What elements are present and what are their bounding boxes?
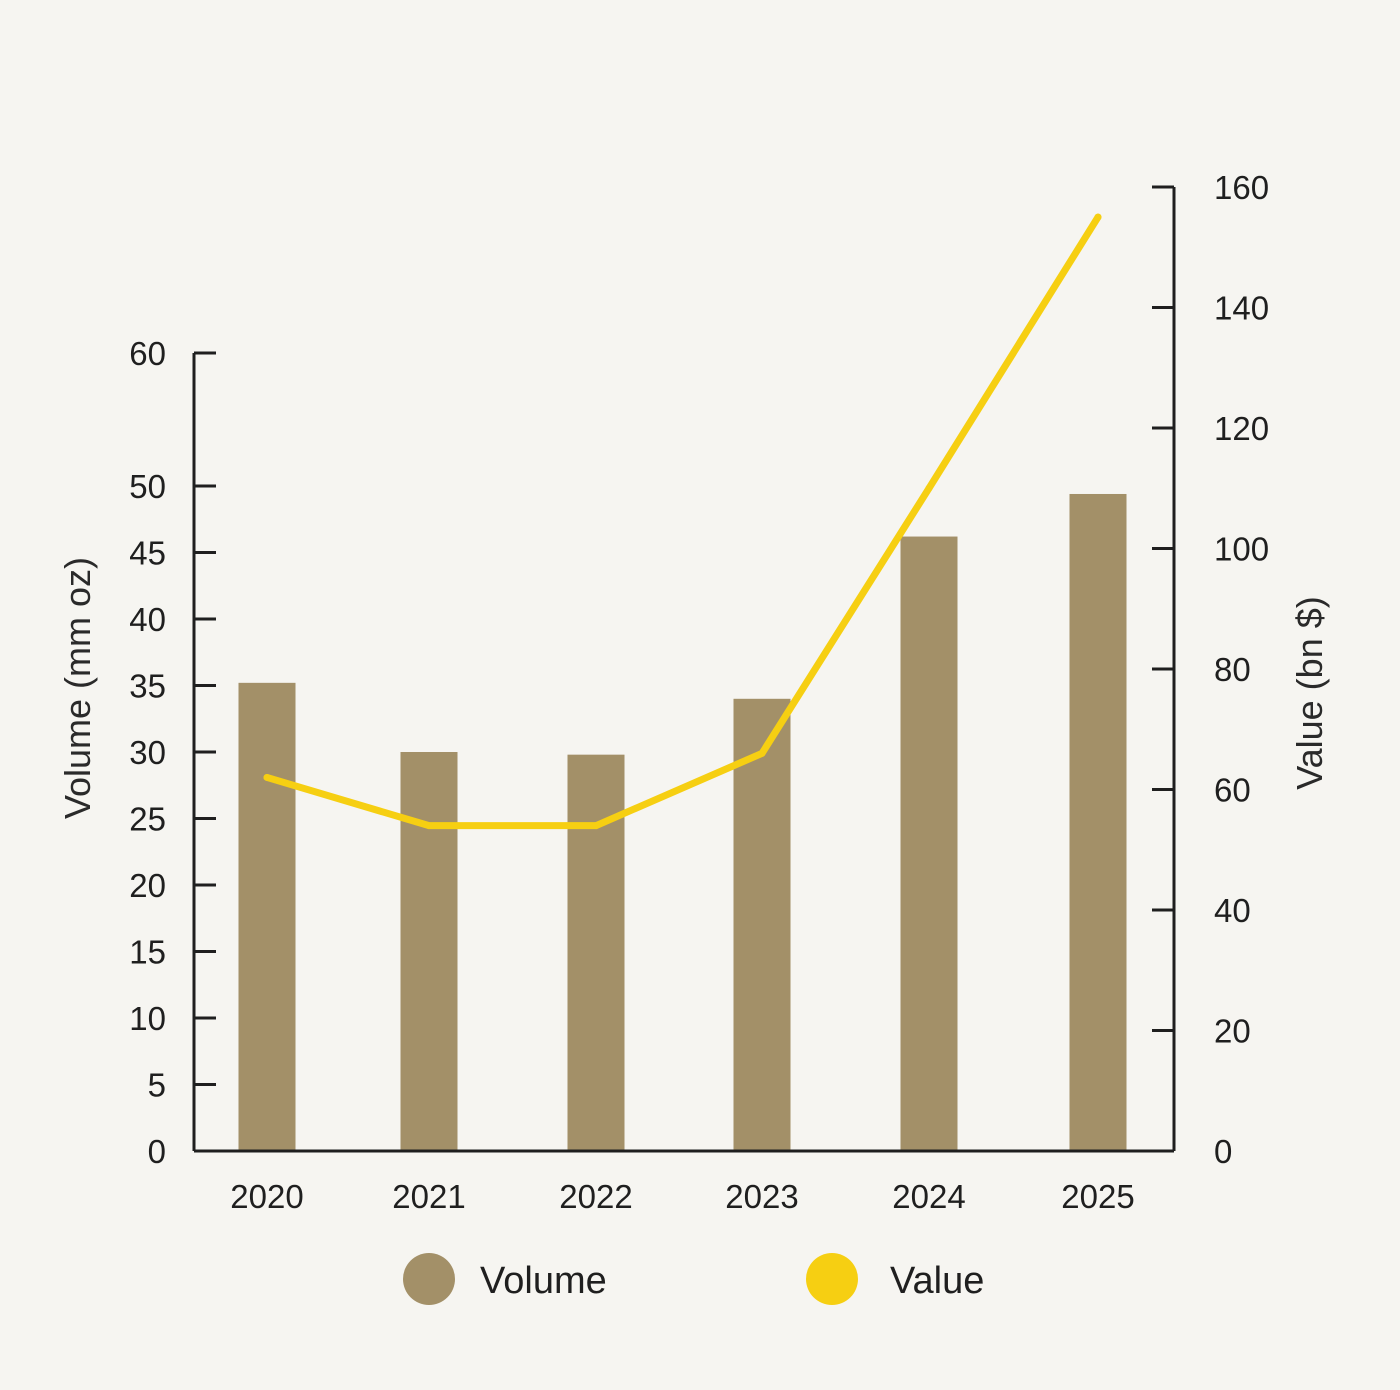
y-axis-title-right: Value (bn $) [1289, 596, 1330, 789]
axes-layer [192, 185, 1176, 1153]
x-tick-label: 2020 [230, 1178, 303, 1215]
value-point-2025 [1094, 213, 1102, 221]
x-tick-label: 2025 [1061, 1178, 1134, 1215]
left-tick-label: 15 [129, 934, 166, 971]
right-tick-label: 40 [1214, 892, 1251, 929]
left-tick-label: 25 [129, 801, 166, 838]
left-tick-label: 45 [129, 535, 166, 572]
bars-layer [238, 493, 1127, 1152]
x-tick-label: 2023 [725, 1178, 798, 1215]
legend-swatch-volume [403, 1253, 455, 1305]
legend-swatch-value [806, 1253, 858, 1305]
value-point-2023 [758, 749, 766, 757]
labels-layer: 0510152025303540455060020406080100120140… [57, 169, 1330, 1215]
x-tick-label: 2022 [559, 1178, 632, 1215]
legend-label-volume: Volume [480, 1260, 607, 1302]
value-point-2021 [425, 822, 433, 830]
bar-2025 [1069, 493, 1127, 1152]
line-layer [263, 213, 1102, 830]
value-point-2024 [925, 484, 933, 492]
left-tick-label: 0 [148, 1133, 166, 1170]
left-tick-label: 60 [129, 335, 166, 372]
legend: Volume Value [403, 1253, 984, 1305]
bar-2020 [238, 682, 296, 1151]
right-tick-label: 80 [1214, 651, 1251, 688]
right-tick-label: 0 [1214, 1133, 1232, 1170]
right-tick-label: 120 [1214, 410, 1269, 447]
value-point-2020 [263, 773, 271, 781]
x-tick-label: 2021 [392, 1178, 465, 1215]
right-tick-label: 20 [1214, 1013, 1251, 1050]
left-tick-label: 5 [148, 1067, 166, 1104]
value-line [263, 213, 1102, 830]
left-tick-label: 35 [129, 668, 166, 705]
left-tick-label: 10 [129, 1000, 166, 1037]
right-tick-label: 60 [1214, 772, 1251, 809]
left-tick-label: 30 [129, 734, 166, 771]
value-point-2022 [592, 822, 600, 830]
left-tick-label: 50 [129, 468, 166, 505]
bar-2023 [733, 698, 791, 1151]
bar-2021 [400, 752, 458, 1151]
legend-label-value: Value [890, 1260, 984, 1302]
right-tick-label: 140 [1214, 290, 1269, 327]
right-tick-label: 160 [1214, 169, 1269, 206]
y-axis-title-left: Volume (mm oz) [57, 557, 98, 819]
left-tick-label: 40 [129, 601, 166, 638]
bar-2024 [900, 536, 958, 1151]
left-tick-label: 20 [129, 867, 166, 904]
x-tick-label: 2024 [892, 1178, 965, 1215]
right-tick-label: 100 [1214, 531, 1269, 568]
